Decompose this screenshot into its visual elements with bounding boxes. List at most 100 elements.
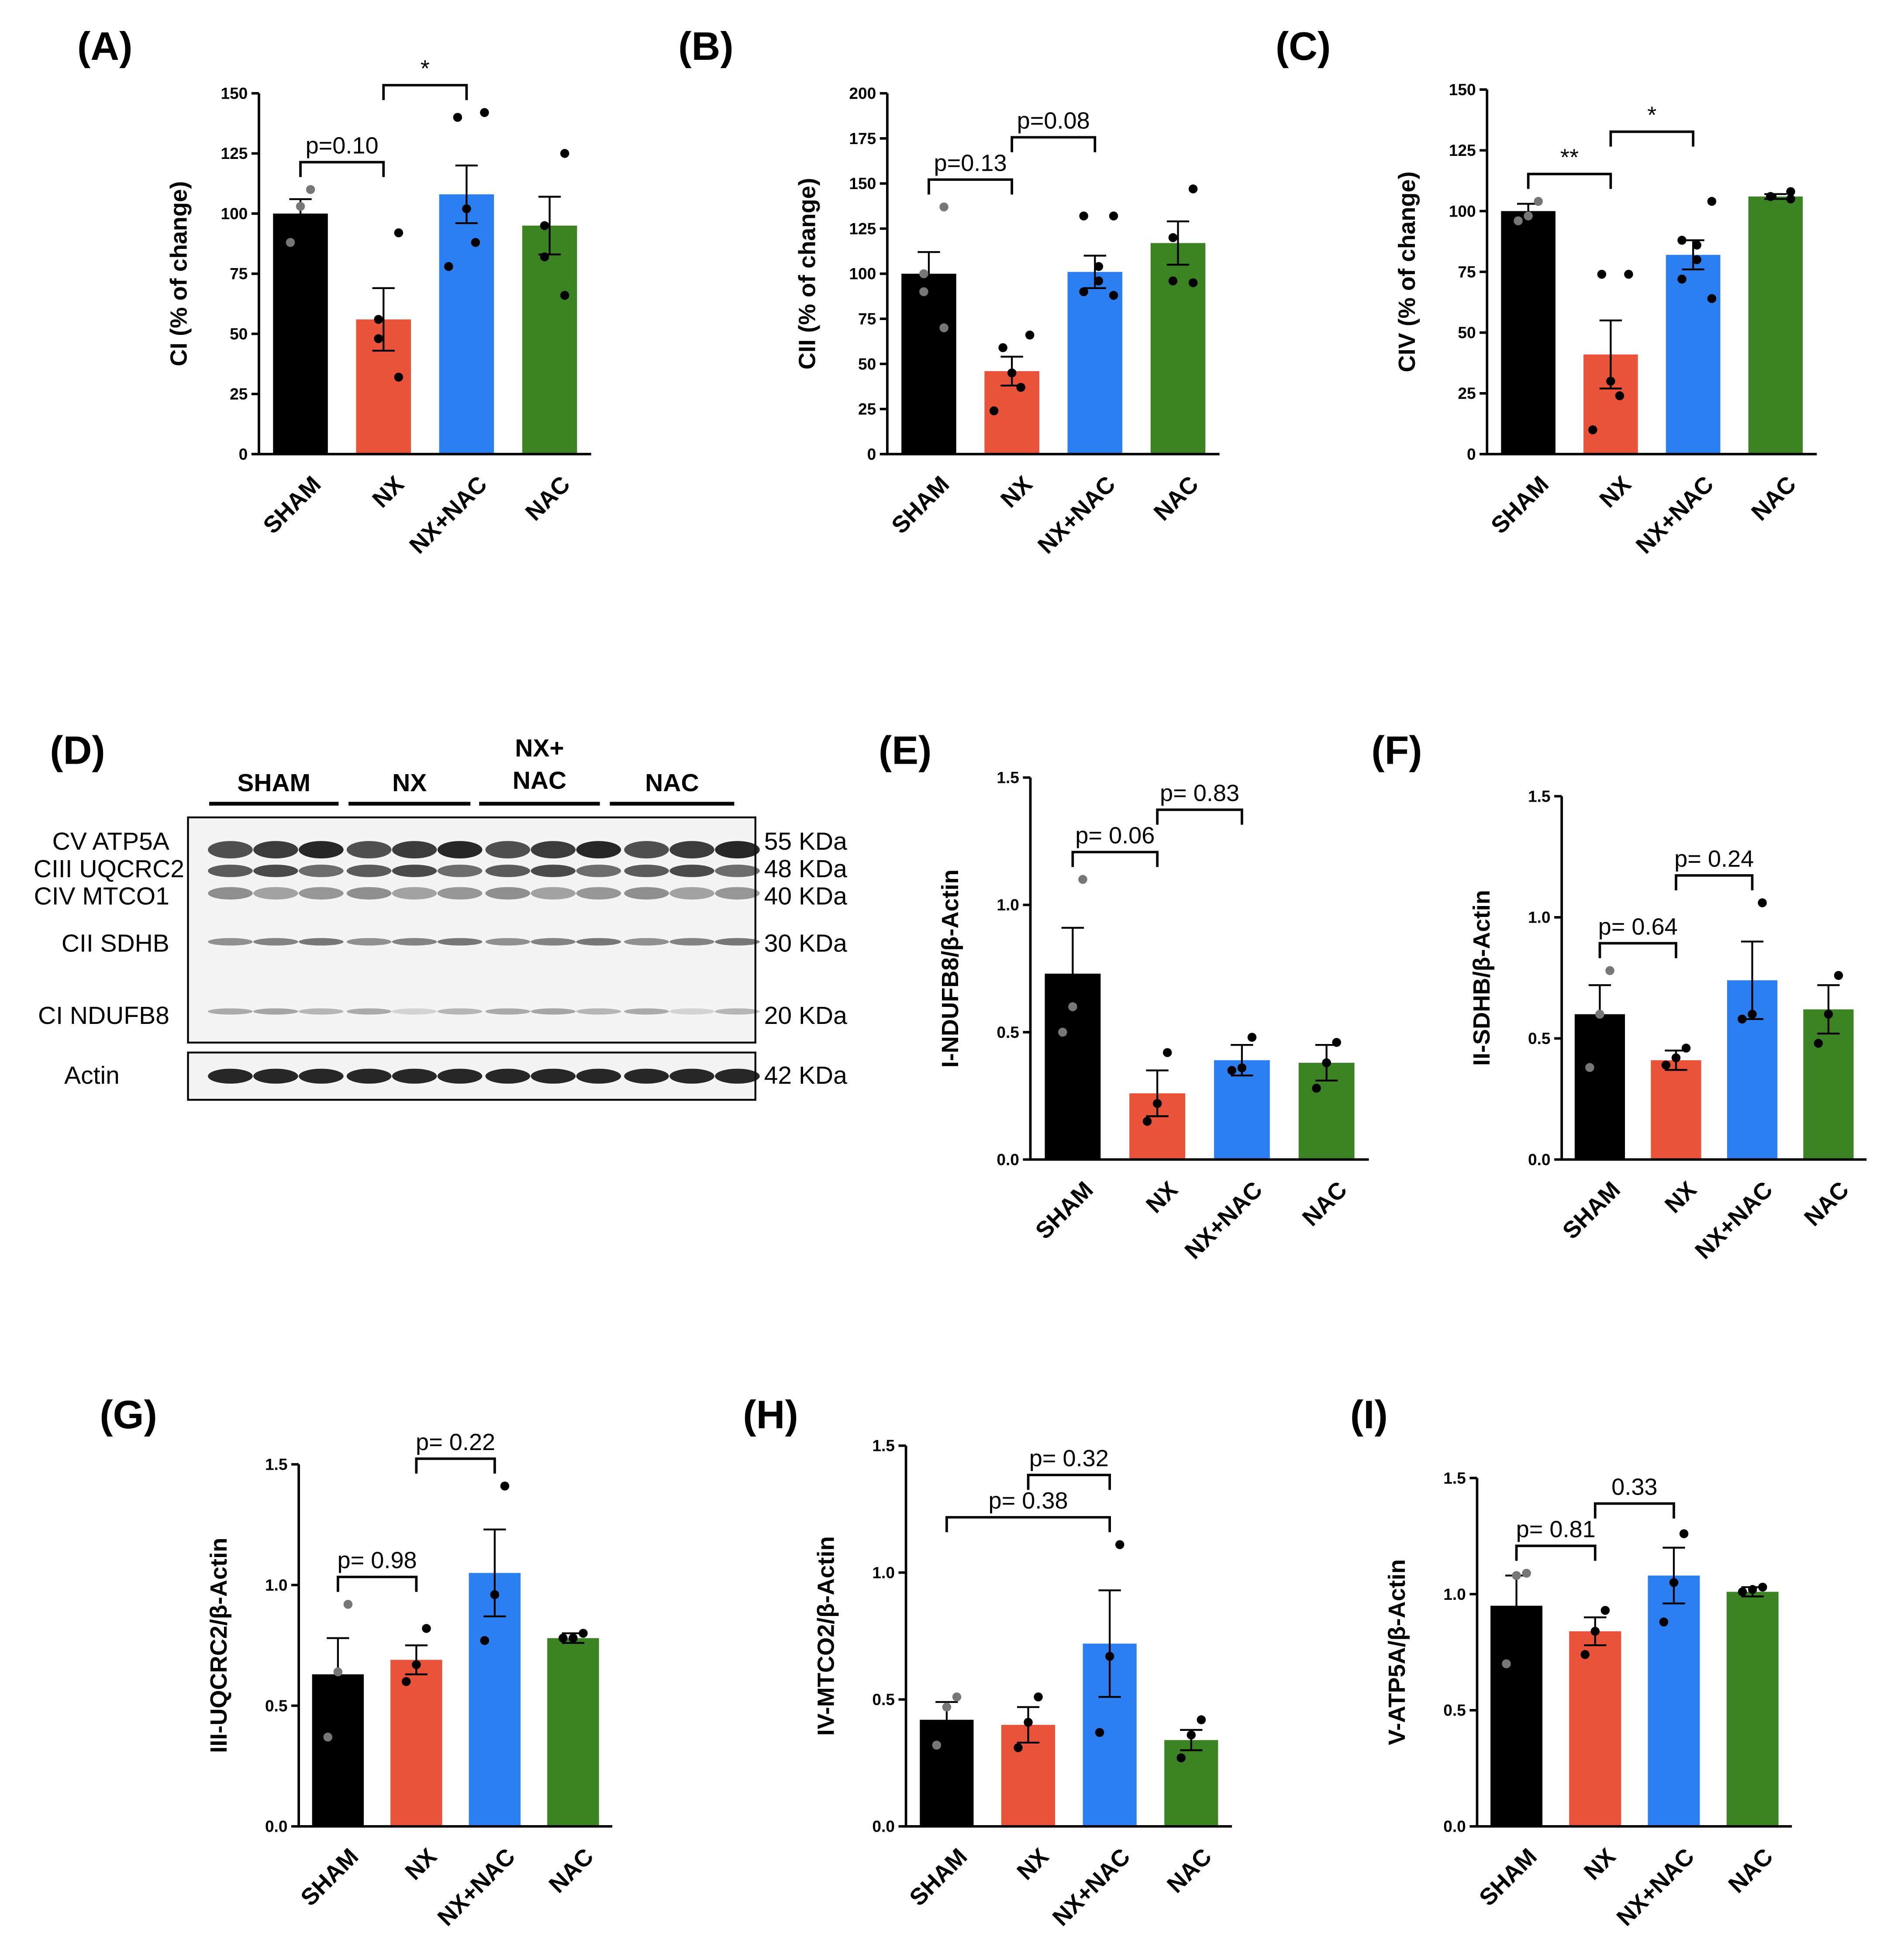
actin-band <box>437 1068 483 1084</box>
y-axis-label: I-NDUFB8/β-Actin <box>937 869 963 1068</box>
bar <box>1164 1740 1218 1826</box>
data-point <box>1152 1099 1162 1108</box>
blot-band <box>299 887 344 900</box>
blot-band <box>208 841 253 859</box>
blot-band <box>669 1008 714 1015</box>
data-point <box>1669 1578 1679 1587</box>
protein-label: Actin <box>64 1061 120 1089</box>
data-point <box>1758 1582 1767 1592</box>
data-point <box>333 1667 343 1677</box>
blot-band <box>346 865 392 877</box>
y-tick-label: 125 <box>849 219 876 238</box>
y-tick-label: 100 <box>1449 202 1476 220</box>
blot-band <box>715 841 760 859</box>
significance-bracket <box>299 161 385 177</box>
bar <box>1648 1575 1700 1826</box>
data-point <box>998 343 1007 352</box>
data-point <box>1014 1743 1023 1752</box>
data-point <box>1312 1084 1321 1093</box>
panel-label: (B) <box>678 24 734 69</box>
y-axis-label: CI (% of change) <box>166 181 192 366</box>
data-point <box>1187 1730 1196 1740</box>
data-point <box>480 108 489 117</box>
blot-band <box>576 841 621 859</box>
blot-band <box>576 1008 621 1015</box>
blot-band <box>253 887 298 900</box>
actin-band <box>208 1068 253 1084</box>
data-point <box>1748 1585 1757 1594</box>
blot-band <box>485 887 531 900</box>
y-tick-label: 1.5 <box>872 1437 894 1455</box>
data-point <box>1068 1002 1077 1011</box>
significance-bracket <box>1598 942 1677 958</box>
data-point <box>1606 376 1615 386</box>
blot-band <box>253 1008 298 1015</box>
bar <box>1726 1592 1779 1826</box>
data-point <box>942 1702 952 1712</box>
y-tick-label: 1.0 <box>1443 1585 1466 1603</box>
data-point <box>394 228 404 238</box>
blot-band <box>346 938 392 946</box>
data-point <box>1595 1010 1604 1019</box>
bar <box>1569 1631 1621 1826</box>
blot-band <box>576 887 621 900</box>
axes <box>1560 796 1867 1161</box>
data-point <box>1115 1540 1124 1549</box>
significance-label: p= 0.83 <box>1160 780 1239 806</box>
error-bar <box>483 1528 506 1618</box>
y-tick-label: 1.0 <box>872 1563 894 1581</box>
blot-band <box>669 841 714 859</box>
bar <box>1666 255 1721 455</box>
data-point <box>1681 1044 1691 1053</box>
axes <box>904 1445 1232 1828</box>
data-point <box>1078 875 1087 884</box>
data-point <box>1514 216 1523 225</box>
blot-band <box>531 841 576 859</box>
bar <box>1067 272 1123 455</box>
significance-label: p= 0.22 <box>416 1429 495 1455</box>
y-tick-label: 0.5 <box>265 1696 287 1715</box>
error-bar <box>1166 220 1190 266</box>
size-label: 40 KDa <box>764 882 847 910</box>
error-bar <box>405 1644 428 1675</box>
significance-bracket <box>415 1457 496 1474</box>
blot-band <box>624 887 669 900</box>
blot-band <box>253 841 298 859</box>
data-point <box>952 1692 962 1702</box>
significance-bracket <box>1675 874 1754 891</box>
panel-label: (D) <box>50 728 105 772</box>
data-point <box>939 323 949 333</box>
blot-band <box>208 887 253 900</box>
blot-lanes <box>208 841 760 1084</box>
data-point <box>1109 211 1118 221</box>
panel-label: (E) <box>879 728 932 772</box>
blot-band <box>715 1008 760 1015</box>
error-bar <box>1663 1547 1685 1605</box>
y-tick-label: 1.0 <box>1528 908 1550 927</box>
data-point <box>1188 184 1198 193</box>
panel-label: (A) <box>77 24 133 69</box>
blot-band <box>669 865 714 877</box>
bar <box>1748 196 1803 455</box>
blot-band <box>624 938 669 946</box>
data-point <box>1016 382 1025 392</box>
bar <box>547 1638 599 1826</box>
actin-band <box>531 1068 576 1084</box>
data-point <box>1814 1039 1823 1048</box>
data-point <box>1095 1728 1104 1737</box>
blot-band <box>624 865 669 877</box>
bar <box>273 214 328 455</box>
blot-band <box>208 865 253 877</box>
protein-label: CIV MTCO1 <box>34 882 169 910</box>
significance-label: 0.33 <box>1611 1474 1657 1500</box>
data-point <box>1590 1626 1600 1636</box>
bar <box>1214 1060 1270 1160</box>
data-point <box>1677 275 1687 284</box>
size-label: 48 KDa <box>764 855 847 883</box>
y-axis-label: V-ATP5A/β-Actin <box>1384 1559 1410 1745</box>
bar <box>390 1660 442 1826</box>
y-tick-label: 150 <box>1449 80 1476 99</box>
data-point <box>1679 1529 1689 1538</box>
data-point <box>1671 1053 1681 1062</box>
